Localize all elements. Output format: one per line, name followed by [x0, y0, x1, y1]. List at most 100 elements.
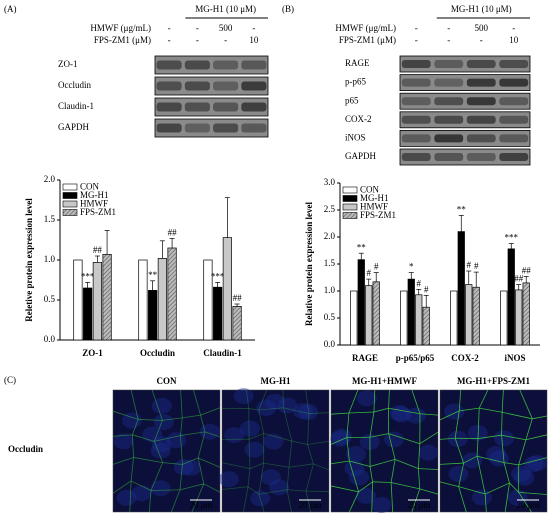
cell-border	[197, 457, 205, 484]
bar	[157, 258, 167, 341]
cell-border	[372, 481, 392, 483]
cell-border	[371, 481, 373, 513]
bar	[507, 248, 515, 346]
legend-label: FPS-ZM1	[80, 207, 116, 217]
cell-border	[390, 482, 394, 513]
cell-border	[501, 434, 526, 441]
blot	[399, 129, 531, 147]
cell-border	[112, 434, 133, 437]
cell-border	[132, 434, 155, 442]
lane-label: -	[224, 35, 227, 45]
micrograph	[221, 389, 330, 513]
band	[466, 60, 496, 68]
cell-border	[258, 407, 284, 411]
cell-border	[388, 433, 420, 445]
cell-border	[439, 410, 460, 421]
cell-border	[283, 407, 293, 442]
nucleus	[447, 430, 468, 447]
lane-label: -	[415, 23, 418, 33]
cell-border	[180, 389, 183, 418]
blot-label: Claudin-1	[58, 101, 94, 111]
bar	[372, 281, 380, 346]
band	[156, 81, 182, 91]
legend-swatch	[342, 203, 358, 211]
cell-border	[203, 483, 221, 493]
blot	[154, 76, 269, 96]
lane-label: -	[447, 35, 450, 45]
cell-border	[258, 463, 265, 495]
blot-label: p-p65	[345, 77, 366, 87]
x-tick-label: p-p65/p65	[396, 353, 435, 363]
band	[466, 134, 496, 143]
band	[213, 81, 239, 91]
bar	[365, 285, 373, 346]
bar	[407, 278, 415, 346]
nucleus	[173, 459, 194, 476]
cell-border	[305, 463, 314, 492]
cell-border	[112, 410, 139, 420]
cell-border	[509, 482, 519, 493]
column-label: MG-H1+FPS-ZM1	[457, 376, 531, 386]
cell-border	[193, 389, 201, 416]
band	[241, 60, 267, 70]
significance-label: ***	[81, 271, 95, 281]
cell-border	[419, 431, 439, 445]
cell-border	[180, 431, 206, 436]
cell-border	[291, 440, 308, 445]
cell-border	[248, 439, 251, 469]
micrograph	[330, 389, 439, 513]
cell-border	[258, 409, 265, 434]
bar	[400, 290, 408, 346]
blot-label: GAPDH	[345, 151, 377, 161]
cell-border	[243, 486, 249, 513]
column-label: MG-H1	[261, 376, 291, 386]
cell-border	[221, 486, 249, 490]
lane-label: 500	[475, 23, 489, 33]
cell-border	[391, 482, 420, 490]
cell-border	[180, 417, 183, 436]
cell-border	[112, 457, 134, 465]
nucleus	[218, 471, 239, 488]
cell-border	[138, 419, 163, 421]
x-tick-label: Occludin	[140, 348, 175, 358]
cell-border	[532, 415, 548, 420]
legend-swatch	[342, 186, 358, 194]
cell-border	[330, 412, 349, 415]
blot	[154, 118, 269, 138]
band	[401, 97, 431, 106]
cell-border	[519, 389, 533, 419]
legend-label: CON	[360, 185, 380, 195]
cell-border	[476, 456, 486, 495]
band	[499, 153, 529, 161]
nucleus	[199, 423, 220, 440]
cell-border	[458, 486, 486, 495]
cell-border	[263, 462, 290, 468]
cell-border	[504, 482, 510, 513]
blot-label: RAGE	[345, 58, 370, 68]
panel-label: (C)	[4, 375, 16, 385]
cell-border	[170, 489, 181, 513]
cell-border	[258, 389, 268, 411]
cell-border	[477, 408, 480, 439]
cell-border	[286, 489, 292, 513]
nucleus	[131, 485, 152, 502]
bar	[102, 254, 112, 341]
cell-border	[197, 431, 206, 459]
cell-border	[288, 463, 314, 468]
x-tick-label: ZO-1	[82, 348, 103, 358]
cell-border	[518, 492, 532, 513]
nucleus	[263, 433, 284, 450]
bar	[350, 290, 358, 346]
nucleus	[151, 397, 172, 414]
bar	[203, 259, 213, 341]
band	[213, 102, 239, 112]
cell-border	[258, 494, 265, 513]
band	[434, 134, 464, 143]
cell-border	[307, 413, 310, 445]
cell-border	[129, 480, 132, 513]
cell-border	[525, 418, 533, 440]
cell-border	[153, 420, 163, 442]
legend-swatch	[342, 195, 358, 202]
treatment-label: MG-H1 (10 μM)	[451, 4, 512, 14]
cell-border	[463, 455, 478, 464]
